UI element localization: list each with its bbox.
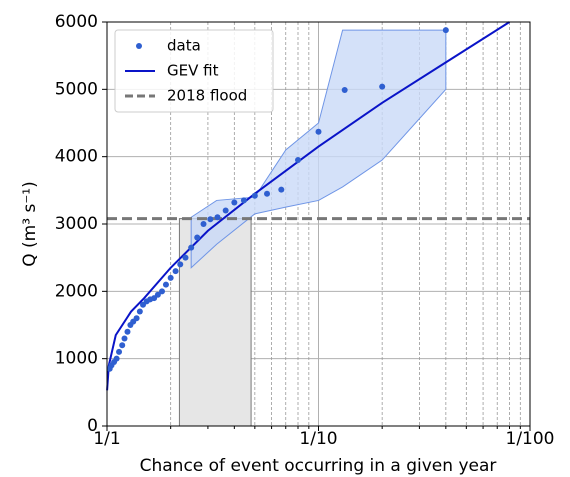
data-point	[124, 328, 131, 335]
data-point	[264, 190, 271, 197]
legend-label: GEV fit	[167, 62, 219, 80]
data-point	[315, 128, 322, 135]
data-point	[341, 87, 348, 94]
legend-label: 2018 flood	[167, 87, 247, 105]
data-point	[188, 244, 195, 251]
data-point	[167, 274, 174, 281]
data-point	[207, 216, 214, 223]
data-point	[222, 207, 229, 214]
data-point	[116, 348, 123, 355]
data-point	[177, 261, 184, 268]
data-point	[379, 83, 386, 90]
data-point	[127, 322, 134, 328]
y-axis-label: Q (m³ s⁻¹)	[20, 181, 40, 266]
x-tick-label: 1/100	[506, 429, 555, 449]
data-point	[231, 199, 238, 206]
data-point	[162, 281, 169, 288]
y-tick-label: 4000	[55, 147, 98, 167]
data-point	[194, 234, 201, 241]
y-tick-label: 6000	[55, 12, 98, 32]
legend-label: data	[167, 37, 201, 55]
data-point	[159, 288, 166, 295]
x-tick-label: 1/10	[299, 429, 337, 449]
data-point	[240, 197, 247, 204]
data-point	[200, 221, 207, 227]
data-point	[140, 301, 147, 308]
y-tick-label: 2000	[55, 281, 98, 301]
x-axis-label: Chance of event occurring in a given yea…	[140, 456, 497, 476]
data-point	[121, 335, 128, 342]
data-point	[278, 186, 285, 193]
data-point	[295, 157, 302, 164]
data-point	[442, 27, 449, 34]
y-tick-label: 5000	[55, 79, 98, 99]
y-tick-label: 3000	[55, 214, 98, 234]
legend-marker	[136, 43, 142, 49]
data-point	[251, 192, 258, 199]
y-tick-label: 0	[87, 416, 98, 436]
x-tick-label: 1/1	[93, 429, 120, 449]
data-point	[214, 214, 221, 221]
data-point	[136, 308, 143, 315]
legend-box	[114, 29, 274, 113]
data-point	[182, 254, 189, 261]
data-point	[106, 365, 113, 372]
data-point	[119, 342, 126, 349]
plot-frame	[106, 21, 531, 427]
y-tick-label: 1000	[55, 349, 98, 369]
data-point	[172, 268, 179, 275]
